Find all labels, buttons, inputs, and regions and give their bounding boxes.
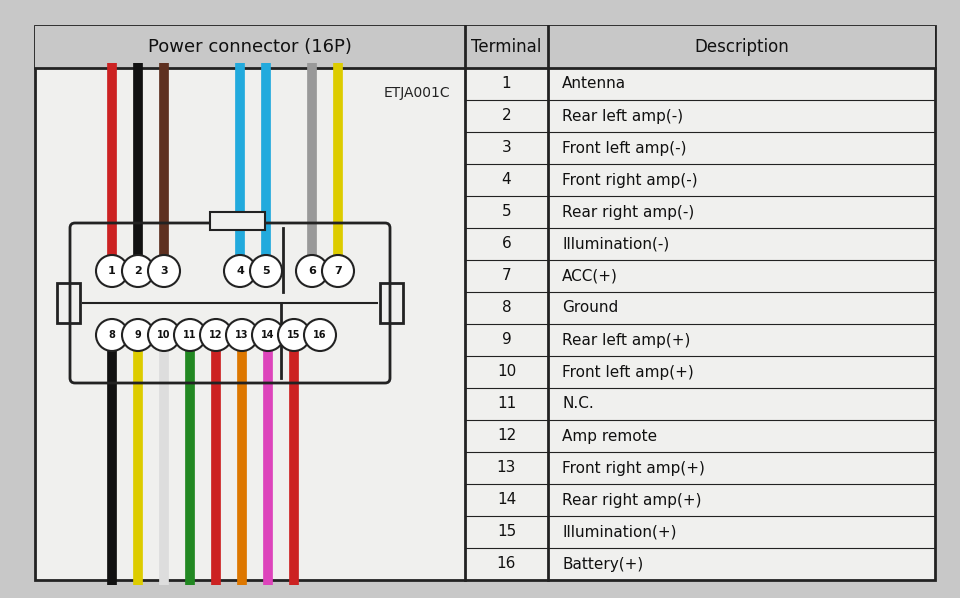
Bar — [35, 26, 935, 68]
Text: 9: 9 — [134, 330, 141, 340]
Text: 6: 6 — [502, 236, 512, 252]
Text: 5: 5 — [262, 266, 270, 276]
Text: Front left amp(-): Front left amp(-) — [562, 141, 686, 155]
Text: 6: 6 — [308, 266, 316, 276]
Text: Terminal: Terminal — [471, 38, 541, 56]
Text: 3: 3 — [502, 141, 512, 155]
Text: Front right amp(-): Front right amp(-) — [562, 172, 698, 188]
Circle shape — [322, 255, 354, 287]
Text: Battery(+): Battery(+) — [562, 557, 643, 572]
Text: 9: 9 — [502, 332, 512, 347]
Text: st: st — [52, 36, 100, 79]
Circle shape — [96, 319, 128, 351]
Text: Rear right amp(-): Rear right amp(-) — [562, 205, 694, 219]
Circle shape — [226, 319, 258, 351]
Text: 5: 5 — [502, 205, 512, 219]
Text: N.C.: N.C. — [562, 396, 593, 411]
Text: 1: 1 — [108, 266, 116, 276]
Bar — [380, 283, 403, 323]
Text: ETJA001C: ETJA001C — [383, 86, 450, 100]
Text: Front right amp(+): Front right amp(+) — [562, 460, 705, 475]
Text: 15: 15 — [287, 330, 300, 340]
Text: ACC(+): ACC(+) — [562, 269, 618, 283]
Text: Front left amp(+): Front left amp(+) — [562, 365, 694, 380]
Text: Amp remote: Amp remote — [562, 429, 658, 444]
Text: Power connector (16P): Power connector (16P) — [148, 38, 352, 56]
Circle shape — [148, 255, 180, 287]
Text: 13: 13 — [497, 460, 516, 475]
Circle shape — [278, 319, 310, 351]
Text: 2: 2 — [502, 108, 512, 124]
Text: Rear left amp(+): Rear left amp(+) — [562, 332, 690, 347]
Text: 13: 13 — [235, 330, 249, 340]
Text: Rear left amp(-): Rear left amp(-) — [562, 108, 684, 124]
Circle shape — [304, 319, 336, 351]
Text: 1: 1 — [502, 77, 512, 91]
Text: 10: 10 — [157, 330, 171, 340]
Text: 4: 4 — [236, 266, 244, 276]
Circle shape — [122, 319, 154, 351]
Circle shape — [96, 255, 128, 287]
Text: 15: 15 — [497, 524, 516, 539]
Text: 4: 4 — [502, 172, 512, 188]
Circle shape — [252, 319, 284, 351]
Text: 7: 7 — [334, 266, 342, 276]
Circle shape — [250, 255, 282, 287]
Text: 11: 11 — [183, 330, 197, 340]
Text: 16: 16 — [313, 330, 326, 340]
Text: 11: 11 — [497, 396, 516, 411]
Text: 10: 10 — [497, 365, 516, 380]
Text: Ground: Ground — [562, 301, 618, 316]
Bar — [210, 212, 265, 230]
Circle shape — [122, 255, 154, 287]
Text: 12: 12 — [209, 330, 223, 340]
Text: Illumination(+): Illumination(+) — [562, 524, 677, 539]
Text: Antenna: Antenna — [562, 77, 626, 91]
Text: Rear right amp(+): Rear right amp(+) — [562, 493, 702, 508]
Text: 7: 7 — [502, 269, 512, 283]
Text: 8: 8 — [502, 301, 512, 316]
Circle shape — [296, 255, 328, 287]
Text: Illumination(-): Illumination(-) — [562, 236, 669, 252]
Text: 8: 8 — [108, 330, 115, 340]
Text: 14: 14 — [497, 493, 516, 508]
Circle shape — [224, 255, 256, 287]
Text: 12: 12 — [497, 429, 516, 444]
Text: 14: 14 — [261, 330, 275, 340]
Bar — [57, 283, 80, 323]
Circle shape — [174, 319, 206, 351]
Circle shape — [148, 319, 180, 351]
Text: 16: 16 — [497, 557, 516, 572]
Circle shape — [200, 319, 232, 351]
Text: Description: Description — [694, 38, 789, 56]
Text: 3: 3 — [160, 266, 168, 276]
Text: 2: 2 — [134, 266, 142, 276]
